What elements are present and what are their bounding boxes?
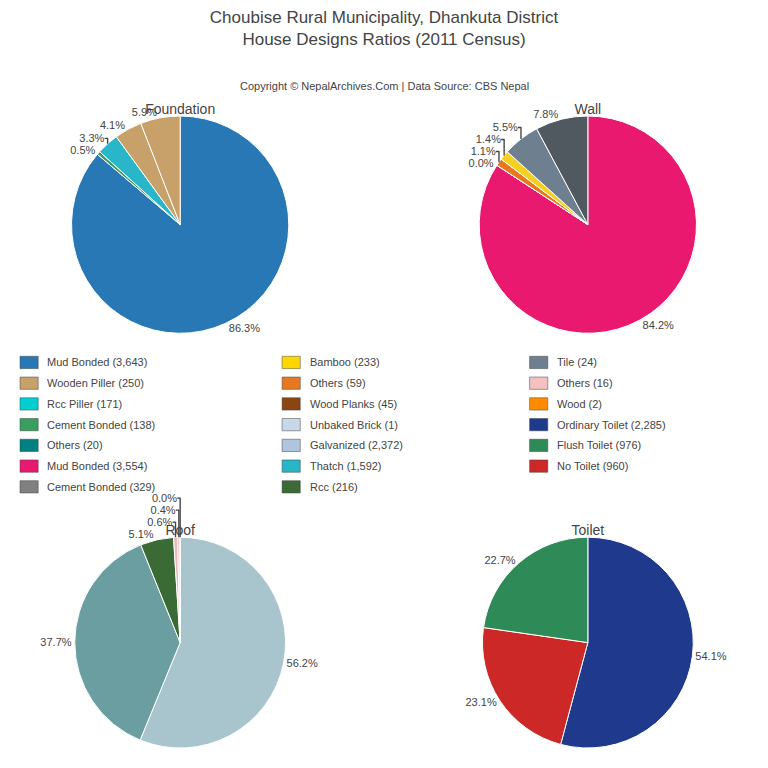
svg-text:Galvanized (2,372): Galvanized (2,372) [310, 439, 403, 451]
svg-text:Bamboo (233): Bamboo (233) [310, 356, 380, 368]
svg-text:0.4%: 0.4% [151, 504, 176, 516]
svg-text:No Toilet (960): No Toilet (960) [557, 460, 628, 472]
svg-text:0.6%: 0.6% [147, 516, 172, 528]
svg-text:Rcc Piller (171): Rcc Piller (171) [47, 398, 122, 410]
svg-text:Foundation: Foundation [145, 101, 215, 117]
svg-text:Ordinary Toilet (2,285): Ordinary Toilet (2,285) [557, 419, 666, 431]
svg-text:86.3%: 86.3% [229, 322, 260, 334]
svg-text:0.0%: 0.0% [152, 492, 177, 504]
svg-text:4.1%: 4.1% [100, 119, 125, 131]
svg-text:84.2%: 84.2% [643, 319, 674, 331]
svg-text:5.1%: 5.1% [129, 528, 154, 540]
svg-text:56.2%: 56.2% [287, 657, 318, 669]
svg-text:0.5%: 0.5% [70, 144, 95, 156]
svg-text:5.9%: 5.9% [132, 106, 157, 118]
svg-text:1.4%: 1.4% [476, 133, 501, 145]
svg-text:37.7%: 37.7% [40, 636, 71, 648]
svg-text:3.3%: 3.3% [79, 132, 104, 144]
svg-text:1.1%: 1.1% [471, 145, 496, 157]
svg-text:Thatch (1,592): Thatch (1,592) [310, 460, 382, 472]
svg-text:23.1%: 23.1% [465, 696, 496, 708]
svg-text:Copyright © NepalArchives.Com: Copyright © NepalArchives.Com | Data Sou… [240, 80, 529, 92]
svg-text:Cement Bonded (138): Cement Bonded (138) [47, 419, 155, 431]
svg-text:54.1%: 54.1% [695, 650, 726, 662]
svg-text:Wood Planks (45): Wood Planks (45) [310, 398, 397, 410]
svg-text:Wall: Wall [574, 101, 601, 117]
svg-text:Mud Bonded (3,554): Mud Bonded (3,554) [47, 460, 147, 472]
svg-text:0.0%: 0.0% [469, 157, 494, 169]
svg-text:Roof: Roof [165, 522, 195, 538]
svg-text:22.7%: 22.7% [484, 554, 515, 566]
svg-text:Flush Toilet (976): Flush Toilet (976) [557, 439, 641, 451]
svg-text:5.5%: 5.5% [493, 121, 518, 133]
svg-text:Mud Bonded (3,643): Mud Bonded (3,643) [47, 356, 147, 368]
svg-text:Toilet: Toilet [571, 522, 604, 538]
svg-text:Others (16): Others (16) [557, 377, 613, 389]
svg-text:Cement Bonded (329): Cement Bonded (329) [47, 481, 155, 493]
svg-text:Others (59): Others (59) [310, 377, 366, 389]
svg-text:Wood (2): Wood (2) [557, 398, 602, 410]
svg-text:Choubise Rural Municipality, D: Choubise Rural Municipality, Dhankuta Di… [210, 8, 559, 49]
svg-text:7.8%: 7.8% [533, 108, 558, 120]
svg-text:Rcc (216): Rcc (216) [310, 481, 358, 493]
svg-text:Wooden Piller (250): Wooden Piller (250) [47, 377, 144, 389]
svg-text:Unbaked Brick (1): Unbaked Brick (1) [310, 419, 398, 431]
svg-text:Others (20): Others (20) [47, 439, 103, 451]
svg-text:Tile (24): Tile (24) [557, 356, 597, 368]
